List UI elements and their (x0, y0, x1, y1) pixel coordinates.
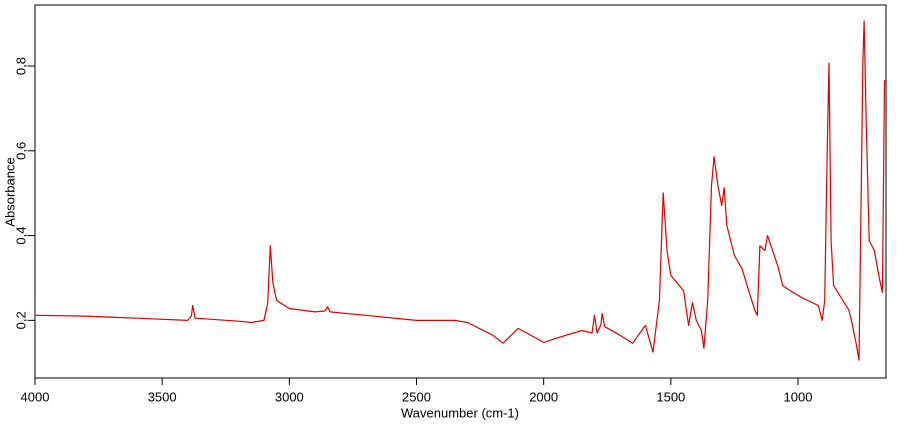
y-axis-label: Absorbance (2, 157, 17, 226)
x-tick-label: 3000 (275, 389, 304, 404)
y-tick-label: 0,2 (13, 311, 28, 329)
x-tick-label: 4000 (21, 389, 50, 404)
y-tick-label: 0,8 (13, 57, 28, 75)
x-tick-label: 3500 (148, 389, 177, 404)
spectrum-line (34, 20, 886, 361)
x-axis-label: Wavenumber (cm-1) (401, 405, 519, 420)
y-tick-label: 0,6 (13, 142, 28, 160)
x-tick-label: 2500 (402, 389, 431, 404)
y-tick-label: 0,4 (13, 227, 28, 245)
x-tick-label: 2000 (529, 389, 558, 404)
plot-frame (34, 4, 887, 379)
x-tick-label: 1500 (656, 389, 685, 404)
x-tick-label: 1000 (784, 389, 813, 404)
